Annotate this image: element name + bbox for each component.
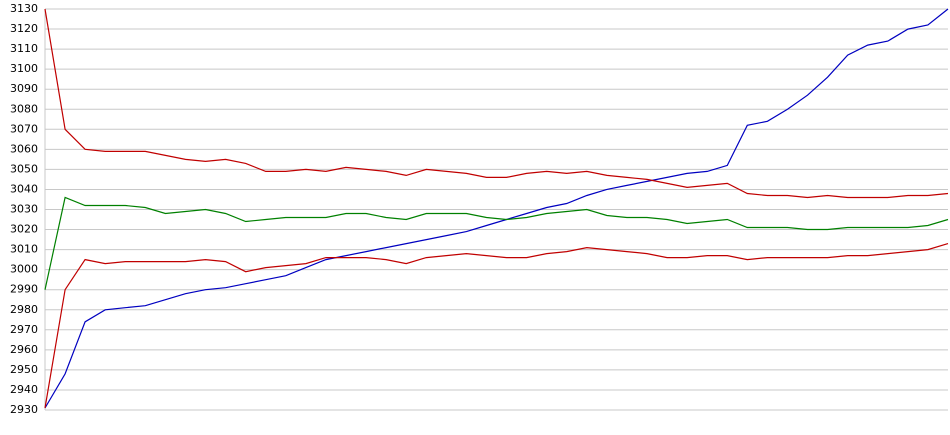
y-tick-label: 3010 (10, 243, 38, 256)
y-tick-label: 2930 (10, 403, 38, 416)
y-tick-label: 3050 (10, 162, 38, 175)
series-line (44, 8, 949, 409)
y-tick-label: 3000 (10, 263, 38, 276)
series-line (44, 243, 949, 409)
y-tick-label: 2980 (10, 303, 38, 316)
y-tick-label: 2990 (10, 283, 38, 296)
series-line (44, 196, 949, 290)
y-tick-label: 2970 (10, 323, 38, 336)
y-tick-label: 3060 (10, 142, 38, 155)
y-tick-label: 3110 (10, 42, 38, 55)
y-tick-label: 2960 (10, 343, 38, 356)
y-tick-label: 3100 (10, 62, 38, 75)
y-tick-label: 3030 (10, 203, 38, 216)
y-tick-label: 3130 (10, 2, 38, 15)
series-line (44, 8, 949, 199)
y-tick-label: 2940 (10, 383, 38, 396)
y-tick-label: 3090 (10, 82, 38, 95)
y-tick-label: 3120 (10, 22, 38, 35)
y-tick-label: 3070 (10, 122, 38, 135)
y-tick-label: 2950 (10, 363, 38, 376)
y-tick-label: 3080 (10, 102, 38, 115)
y-tick-label: 3020 (10, 223, 38, 236)
y-tick-label: 3040 (10, 182, 38, 195)
